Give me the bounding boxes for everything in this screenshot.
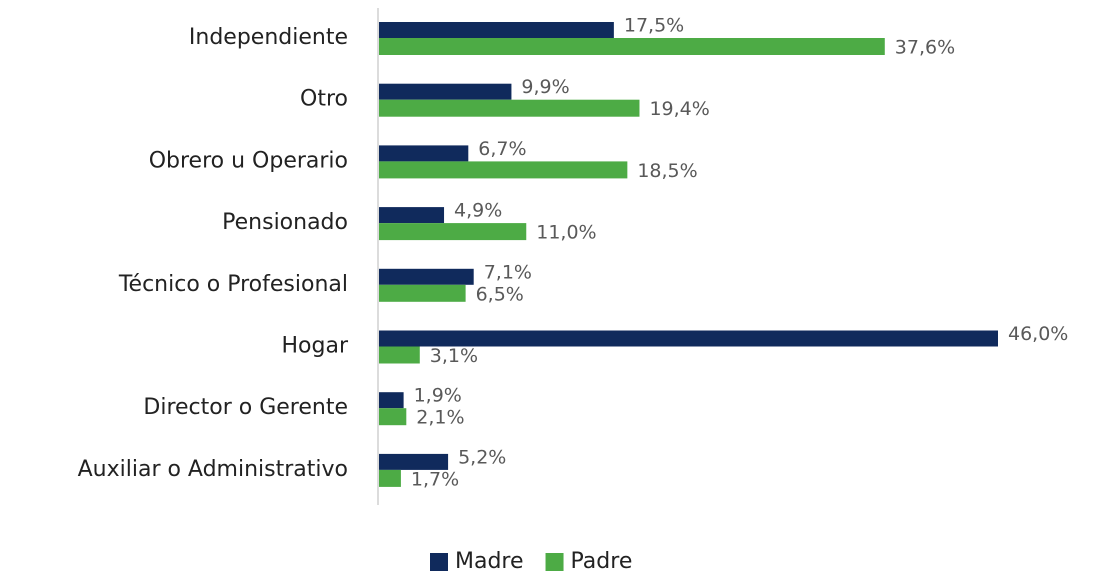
value-label: 1,7%: [411, 468, 459, 490]
bar: [379, 330, 998, 347]
value-label: 17,5%: [624, 15, 684, 37]
bar: [379, 83, 512, 100]
bar: [379, 38, 885, 55]
bar: [379, 22, 614, 38]
value-label: 2,1%: [416, 407, 464, 429]
category-label: Pensionado: [222, 210, 348, 235]
category-label: Técnico o Profesional: [118, 272, 348, 297]
value-label: 19,4%: [649, 98, 709, 120]
bar: [379, 99, 640, 117]
value-label: 6,5%: [476, 283, 524, 305]
category-label: Otro: [300, 87, 348, 112]
legend-label: Madre: [455, 549, 524, 572]
value-label: 11,0%: [536, 222, 596, 244]
bar: [379, 161, 628, 179]
category-label: Obrero u Operario: [149, 148, 348, 173]
value-label: 9,9%: [521, 76, 569, 98]
bar: [379, 453, 449, 470]
value-label: 46,0%: [1008, 323, 1068, 345]
value-label: 7,1%: [484, 261, 532, 283]
category-label: Hogar: [282, 334, 349, 359]
category-label: Independiente: [189, 25, 348, 50]
value-label: 37,6%: [895, 37, 955, 59]
legend-swatch: [430, 553, 448, 571]
bar: [379, 392, 404, 409]
value-label: 18,5%: [637, 160, 697, 182]
bar: [379, 268, 474, 285]
category-label: Auxiliar o Administrativo: [78, 457, 348, 482]
bar: [379, 284, 466, 302]
bar: [379, 145, 469, 162]
bar: [379, 223, 527, 241]
value-label: 3,1%: [430, 345, 478, 367]
value-label: 4,9%: [454, 200, 502, 222]
bar: [379, 207, 445, 224]
legend-label: Padre: [571, 549, 633, 572]
value-label: 6,7%: [478, 138, 526, 160]
bar: [379, 346, 420, 364]
value-label: 5,2%: [458, 446, 506, 468]
category-label: Director o Gerente: [143, 395, 348, 420]
legend-swatch: [545, 553, 564, 571]
bar: [379, 408, 407, 426]
value-label: 1,9%: [414, 385, 462, 407]
bar: [379, 469, 401, 487]
